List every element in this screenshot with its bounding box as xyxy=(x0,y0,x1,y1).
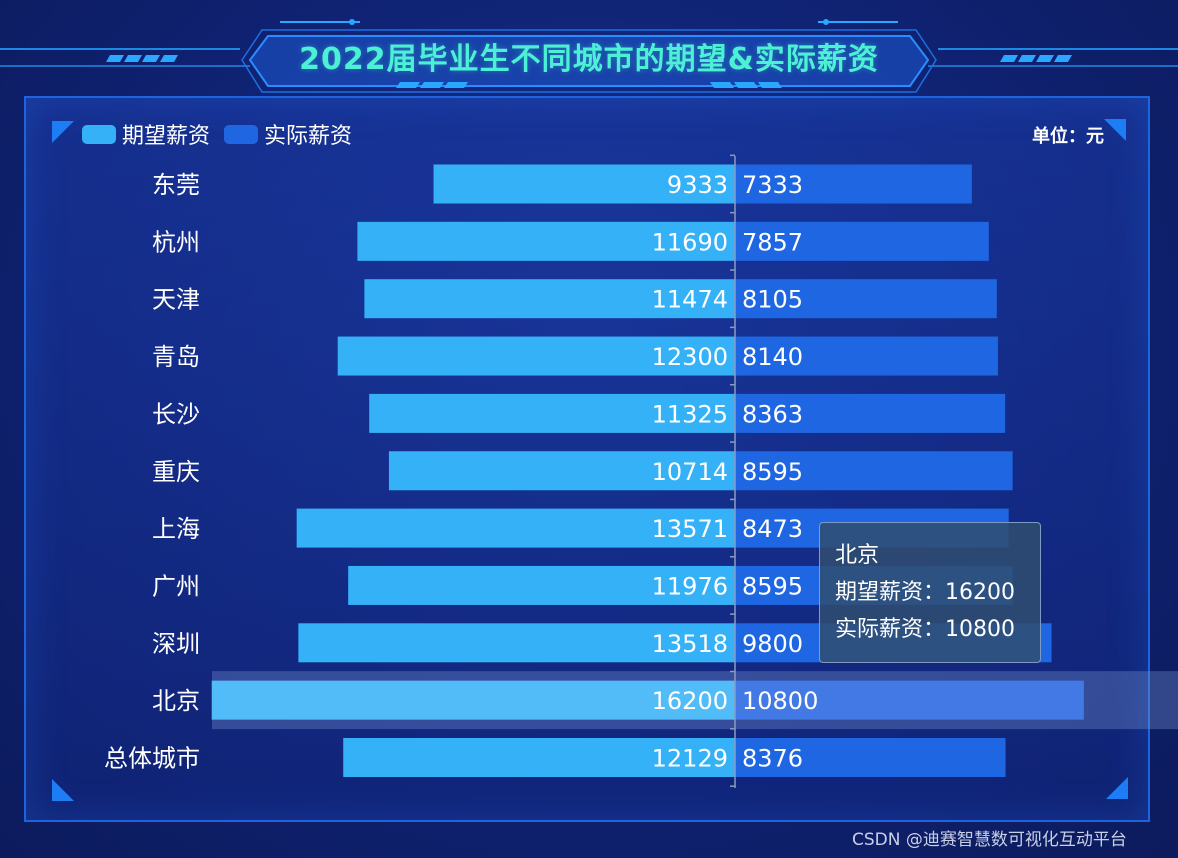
bar-expected[interactable] xyxy=(296,508,735,548)
data-label-expected: 12129 xyxy=(652,745,728,773)
panel-corner-bottom-left xyxy=(52,779,74,801)
bar-actual[interactable] xyxy=(735,738,1006,777)
tooltip-row-actual-sep: ： xyxy=(923,617,946,642)
unit-label: 单位：元 xyxy=(1032,126,1104,147)
legend-swatch-expected xyxy=(82,124,116,144)
panel-corner-top-right xyxy=(1104,119,1126,141)
legend: 期望薪资 实际薪资 xyxy=(82,118,366,150)
tooltip-row-actual-value: 10800 xyxy=(945,617,1016,642)
data-label-actual: 8376 xyxy=(742,745,803,773)
category-label: 青岛 xyxy=(152,343,200,371)
data-label-actual: 7333 xyxy=(742,171,803,199)
bar-expected[interactable] xyxy=(388,451,735,491)
data-label-expected: 10714 xyxy=(652,458,728,486)
data-label-actual: 8473 xyxy=(742,515,803,543)
category-label: 长沙 xyxy=(152,400,200,428)
bar-expected[interactable] xyxy=(343,738,735,777)
category-label: 北京 xyxy=(152,687,200,715)
tooltip-row-expected: 期望薪资：16200 xyxy=(835,574,1025,611)
bar-expected[interactable] xyxy=(211,680,736,720)
tooltip: 北京 期望薪资：16200 实际薪资：10800 xyxy=(819,522,1041,663)
legend-item-actual[interactable]: 实际薪资 xyxy=(224,118,352,150)
bar-expected[interactable] xyxy=(433,164,735,204)
tooltip-row-actual-name: 实际薪资 xyxy=(835,617,924,642)
legend-item-expected[interactable]: 期望薪资 xyxy=(82,118,210,150)
category-label: 天津 xyxy=(152,286,200,314)
chart-title: 2022届毕业生不同城市的期望&实际薪资 xyxy=(299,42,879,77)
legend-label-actual: 实际薪资 xyxy=(264,124,353,149)
category-label: 东莞 xyxy=(152,171,200,199)
data-label-expected: 11474 xyxy=(652,286,728,314)
legend-swatch-actual xyxy=(224,124,259,144)
tooltip-row-expected-sep: ： xyxy=(923,580,946,605)
data-label-expected: 13518 xyxy=(652,630,728,658)
bar-actual[interactable] xyxy=(735,279,997,319)
data-label-expected: 11325 xyxy=(652,400,728,428)
data-label-actual: 8140 xyxy=(742,343,803,371)
category-label: 杭州 xyxy=(152,228,200,256)
panel-corner-bottom-right xyxy=(1106,777,1128,799)
data-label-actual: 8105 xyxy=(742,286,803,314)
data-label-expected: 11690 xyxy=(652,228,728,256)
tooltip-row-expected-name: 期望薪资 xyxy=(835,580,924,605)
panel-corner-top-left xyxy=(52,121,74,143)
data-label-expected: 9333 xyxy=(667,171,728,199)
data-label-actual: 8595 xyxy=(742,572,803,600)
header-decoration xyxy=(0,19,1178,93)
bar-actual[interactable] xyxy=(735,164,972,204)
data-label-expected: 11976 xyxy=(652,572,728,600)
data-label-expected: 13571 xyxy=(652,515,728,543)
bar-actual[interactable] xyxy=(735,451,1013,491)
bar-expected[interactable] xyxy=(348,565,735,605)
data-label-expected: 12300 xyxy=(652,343,728,371)
category-label: 深圳 xyxy=(152,630,200,658)
category-label: 广州 xyxy=(152,572,200,600)
bar-actual[interactable] xyxy=(735,336,998,376)
data-label-actual: 9800 xyxy=(742,630,803,658)
data-label-actual: 10800 xyxy=(742,687,818,715)
data-label-actual: 7857 xyxy=(742,228,803,256)
bar-actual[interactable] xyxy=(735,221,989,261)
bar-expected[interactable] xyxy=(337,336,735,376)
data-label-actual: 8595 xyxy=(742,458,803,486)
category-label: 总体城市 xyxy=(104,745,200,773)
bar-expected[interactable] xyxy=(357,221,735,261)
data-label-expected: 16200 xyxy=(652,687,728,715)
bar-actual[interactable] xyxy=(735,393,1006,433)
watermark: CSDN @迪赛智慧数可视化互动平台 xyxy=(852,830,1127,850)
tooltip-row-expected-value: 16200 xyxy=(945,580,1016,605)
legend-label-expected: 期望薪资 xyxy=(122,124,211,149)
tooltip-row-actual: 实际薪资：10800 xyxy=(835,611,1025,648)
category-label: 上海 xyxy=(152,515,200,543)
tooltip-title: 北京 xyxy=(835,543,880,568)
bar-expected[interactable] xyxy=(298,623,735,663)
category-label: 重庆 xyxy=(152,458,200,486)
bar-actual[interactable] xyxy=(735,680,1084,720)
data-label-actual: 8363 xyxy=(742,400,803,428)
header-frame xyxy=(0,19,1178,93)
bar-expected[interactable] xyxy=(364,279,735,319)
bar-expected[interactable] xyxy=(369,393,735,433)
